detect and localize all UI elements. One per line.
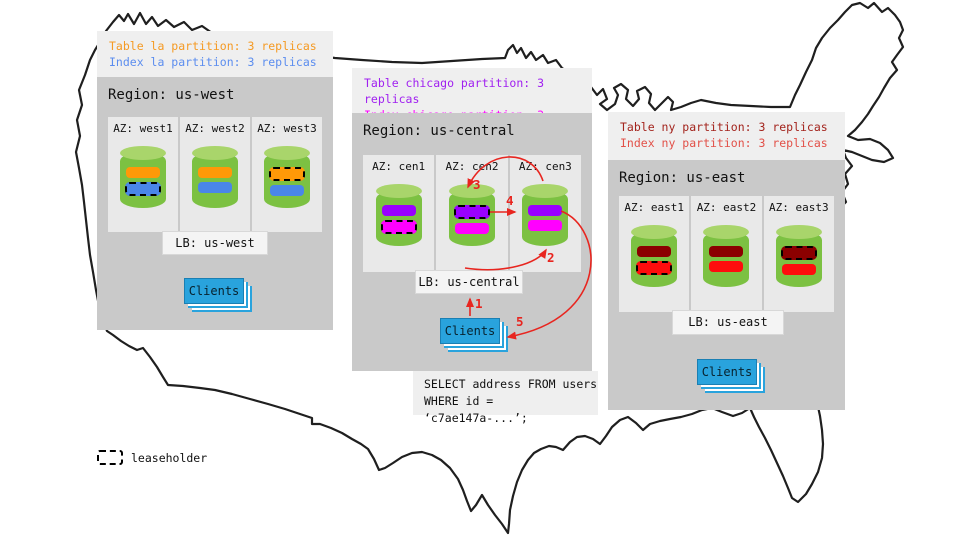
az-cen2: AZ: cen2 [436, 155, 508, 272]
replica-bars [453, 205, 490, 238]
table-replica-bar [126, 167, 160, 178]
cylinder-body [631, 231, 678, 287]
cylinder-body [703, 231, 750, 287]
az-label: AZ: west2 [185, 122, 245, 135]
partition-note-line: Table chicago partition: 3 replicas [364, 76, 545, 106]
clients-us-west: Clients [184, 278, 244, 304]
region-title: Region: us-west [108, 87, 235, 103]
az-row-us-west: AZ: west1 AZ: west2 [108, 117, 322, 232]
leaseholder-legend: leaseholder [97, 450, 207, 465]
replica-bars [636, 246, 673, 279]
database-node-cylinder [522, 184, 569, 248]
cylinder-body [375, 190, 422, 246]
az-label: AZ: cen2 [445, 160, 499, 173]
cylinder-cap [703, 225, 750, 239]
cylinder-body [120, 152, 166, 208]
replica-bars [780, 246, 817, 279]
cylinder-cap [522, 184, 569, 198]
index-replica-bar [270, 185, 304, 196]
partition-note-line: Index ny partition: 3 replicas [620, 136, 828, 150]
az-west3: AZ: west3 [252, 117, 322, 232]
cylinder-cap [448, 184, 495, 198]
replica-bars [708, 246, 744, 276]
region-title: Region: us-east [619, 170, 746, 186]
cylinder-cap [375, 184, 422, 198]
replica-bars [380, 205, 417, 238]
az-west1: AZ: west1 [108, 117, 178, 232]
az-east1: AZ: east1 [619, 196, 690, 312]
us-west-partition-note: Table la partition: 3 replicas Index la … [97, 31, 333, 77]
replica-bars [527, 205, 563, 235]
az-label: AZ: east1 [624, 201, 684, 214]
index-replica-bar [198, 182, 232, 193]
us-east-partition-note: Table ny partition: 3 replicas Index ny … [608, 112, 845, 160]
table-replica-bar-leaseholder [453, 205, 490, 219]
table-replica-bar [198, 167, 232, 178]
database-node-cylinder [631, 225, 678, 289]
replica-bars [197, 167, 233, 197]
az-row-us-east: AZ: east1 AZ: east2 [619, 196, 834, 312]
clients-us-central: Clients [440, 318, 500, 344]
az-row-us-central: AZ: cen1 AZ: cen2 [363, 155, 581, 272]
sql-query-line: WHERE id = ‘c7ae147a-...’; [424, 394, 528, 425]
index-replica-bar-leaseholder [125, 182, 161, 196]
az-east2: AZ: east2 [691, 196, 762, 312]
partition-note-line: Index la partition: 3 replicas [109, 55, 317, 69]
clients-us-east: Clients [697, 359, 757, 385]
cylinder-body [192, 152, 238, 208]
table-replica-bar [637, 246, 672, 257]
table-replica-bar [381, 205, 416, 216]
cylinder-cap [631, 225, 678, 239]
database-node-cylinder [448, 184, 495, 248]
cylinder-cap [192, 146, 238, 160]
sql-query-box: SELECT address FROM users WHERE id = ‘c7… [413, 371, 598, 425]
database-node-cylinder [120, 146, 166, 210]
table-replica-bar-leaseholder [269, 167, 305, 181]
partition-note-line: Table la partition: 3 replicas [109, 39, 317, 53]
replica-bars [269, 167, 305, 200]
az-cen3: AZ: cen3 [509, 155, 581, 272]
az-label: AZ: cen3 [518, 160, 572, 173]
region-us-west: Region: us-west AZ: west1 AZ: west2 [97, 77, 333, 330]
region-title: Region: us-central [363, 123, 515, 139]
index-replica-bar [528, 220, 563, 231]
az-west2: AZ: west2 [180, 117, 250, 232]
load-balancer-us-west: LB: us-west [162, 231, 268, 255]
index-replica-bar-leaseholder [636, 261, 673, 275]
database-node-cylinder [264, 146, 310, 210]
table-replica-bar [709, 246, 744, 257]
cylinder-cap [120, 146, 166, 160]
leaseholder-swatch-icon [97, 450, 123, 465]
load-balancer-us-central: LB: us-central [415, 270, 523, 294]
partition-note-line: Table ny partition: 3 replicas [620, 120, 828, 134]
index-replica-bar-leaseholder [380, 220, 417, 234]
az-label: AZ: west1 [113, 122, 173, 135]
load-balancer-us-east: LB: us-east [672, 310, 784, 335]
sql-query-line: SELECT address FROM users [424, 377, 598, 391]
az-label: AZ: west3 [257, 122, 317, 135]
cylinder-cap [775, 225, 822, 239]
region-us-east: Region: us-east AZ: east1 AZ: east2 [608, 160, 845, 410]
table-replica-bar-leaseholder [780, 246, 817, 260]
cylinder-cap [264, 146, 310, 160]
az-label: AZ: east2 [696, 201, 757, 214]
az-cen1: AZ: cen1 [363, 155, 435, 272]
leaseholder-legend-label: leaseholder [131, 450, 208, 465]
database-node-cylinder [192, 146, 238, 210]
replica-bars [125, 167, 161, 200]
table-replica-bar [528, 205, 563, 216]
az-label: AZ: cen1 [372, 160, 426, 173]
index-replica-bar [709, 261, 744, 272]
index-replica-bar [454, 223, 489, 234]
database-node-cylinder [775, 225, 822, 289]
us-central-partition-note: Table chicago partition: 3 replicas Inde… [352, 68, 592, 138]
database-node-cylinder [375, 184, 422, 248]
database-node-cylinder [703, 225, 750, 289]
index-replica-bar [781, 264, 816, 275]
az-label: AZ: east3 [769, 201, 829, 214]
az-east3: AZ: east3 [763, 196, 834, 312]
